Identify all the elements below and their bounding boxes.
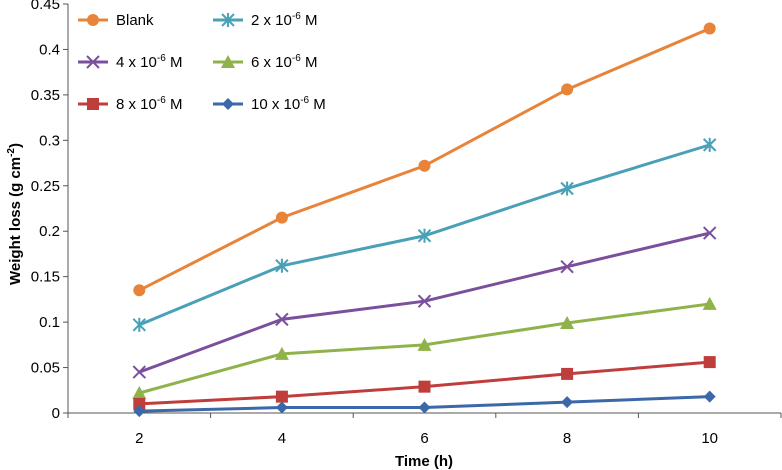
x-tick-label: 6 [420,430,428,447]
y-tick-label: 0.15 [31,269,60,286]
legend-label: Blank [116,12,154,29]
y-tick-label: 0 [52,405,60,422]
series-1 [132,137,717,332]
y-tick-label: 0.1 [39,314,60,331]
data-point [702,296,717,310]
legend-label-main: Blank [116,12,154,29]
data-point [702,226,717,240]
y-tick-label: 0.2 [39,223,60,240]
data-point [703,390,716,403]
data-point [275,211,288,224]
data-point [560,259,574,274]
legend-label-exponent: -6 [157,53,166,64]
legend-item: 4 x 10-6 M [78,53,182,71]
data-point [561,396,574,409]
legend-swatch-marker [221,13,235,27]
legend-item: 2 x 10-6 M [213,11,317,29]
y-tick-label: 0.3 [39,132,60,149]
series-0 [133,22,716,297]
data-point [560,181,574,196]
x-tick-label: 4 [278,430,286,447]
legend-label-unit: M [301,54,318,71]
legend-label-main: 8 x 10 [116,96,157,113]
data-point [417,337,432,351]
legend-item: 8 x 10-6 M [78,95,182,113]
data-point [418,159,431,172]
legend-label: 6 x 10-6 M [251,53,317,71]
data-point [133,397,146,410]
data-point [132,317,147,332]
legend-item: Blank [78,12,154,29]
legend-swatch-marker [87,14,99,26]
x-tick-label: 2 [135,430,143,447]
axes: 0 0.05 0.1 0.15 0.2 0.25 0.3 0.35 0.4 0.45 2 4 6 8 10 [31,0,782,447]
legend-label-unit: M [309,96,326,113]
legend-label-exponent: -6 [300,95,309,106]
y-axis-title-sup: -2 [6,148,17,157]
legend-label-main: 6 x 10 [251,54,292,71]
series-3 [132,296,717,400]
y-tick-label: 0.35 [31,87,60,104]
data-point [132,386,147,400]
data-point [703,356,716,369]
legend-swatch-marker [222,98,234,110]
legend-item: 6 x 10-6 M [213,53,317,71]
data-point [275,258,289,273]
legend-label-main: 10 x 10 [251,96,300,113]
y-tick-label: 0.4 [39,41,60,58]
legend-label-unit: M [166,54,183,71]
data-point [274,346,289,360]
legend-swatch-marker [221,55,235,68]
data-point [275,401,288,414]
y-axis-title-close: ) [7,143,24,148]
legend-label-unit: M [301,12,318,29]
series-4 [133,356,716,410]
y-tick-label: 0.45 [31,0,60,13]
legend-label: 2 x 10-6 M [251,11,317,29]
legend-label-exponent: -6 [157,95,166,106]
legend-label-unit: M [166,96,183,113]
data-point [275,312,289,327]
legend-label-exponent: -6 [292,11,301,22]
data-point [703,22,716,35]
y-axis-title: Weight loss (g cm-2) [6,143,24,285]
legend-label-exponent: -6 [292,53,301,64]
data-point [417,294,432,308]
data-point [275,390,288,403]
data-point [418,401,431,414]
x-axis-title: Time (h) [395,453,453,470]
legend-label-main: 4 x 10 [116,54,157,71]
legend-label: 10 x 10-6 M [251,95,326,113]
data-point [418,380,431,393]
data-point [133,405,146,418]
y-axis-title-main: Weight loss (g cm [7,157,24,285]
x-tick-label: 10 [701,430,718,447]
data-point [561,367,574,380]
legend-label: 8 x 10-6 M [116,95,182,113]
data-point [417,228,432,243]
legend-label-main: 2 x 10 [251,12,292,29]
legend-swatch-marker [87,98,99,110]
y-tick-label: 0.05 [31,360,60,377]
data-point [702,137,717,152]
data-point [133,284,146,297]
legend-label: 4 x 10-6 M [116,53,182,71]
x-tick-label: 8 [563,430,571,447]
y-tick-label: 0.25 [31,178,60,195]
legend-swatch-marker [86,55,100,69]
series-5 [133,390,716,418]
data-point [560,316,575,330]
series-layer [132,22,717,418]
data-point [561,83,574,96]
data-point [132,365,147,379]
series-2 [132,226,717,379]
legend-item: 10 x 10-6 M [213,95,326,113]
